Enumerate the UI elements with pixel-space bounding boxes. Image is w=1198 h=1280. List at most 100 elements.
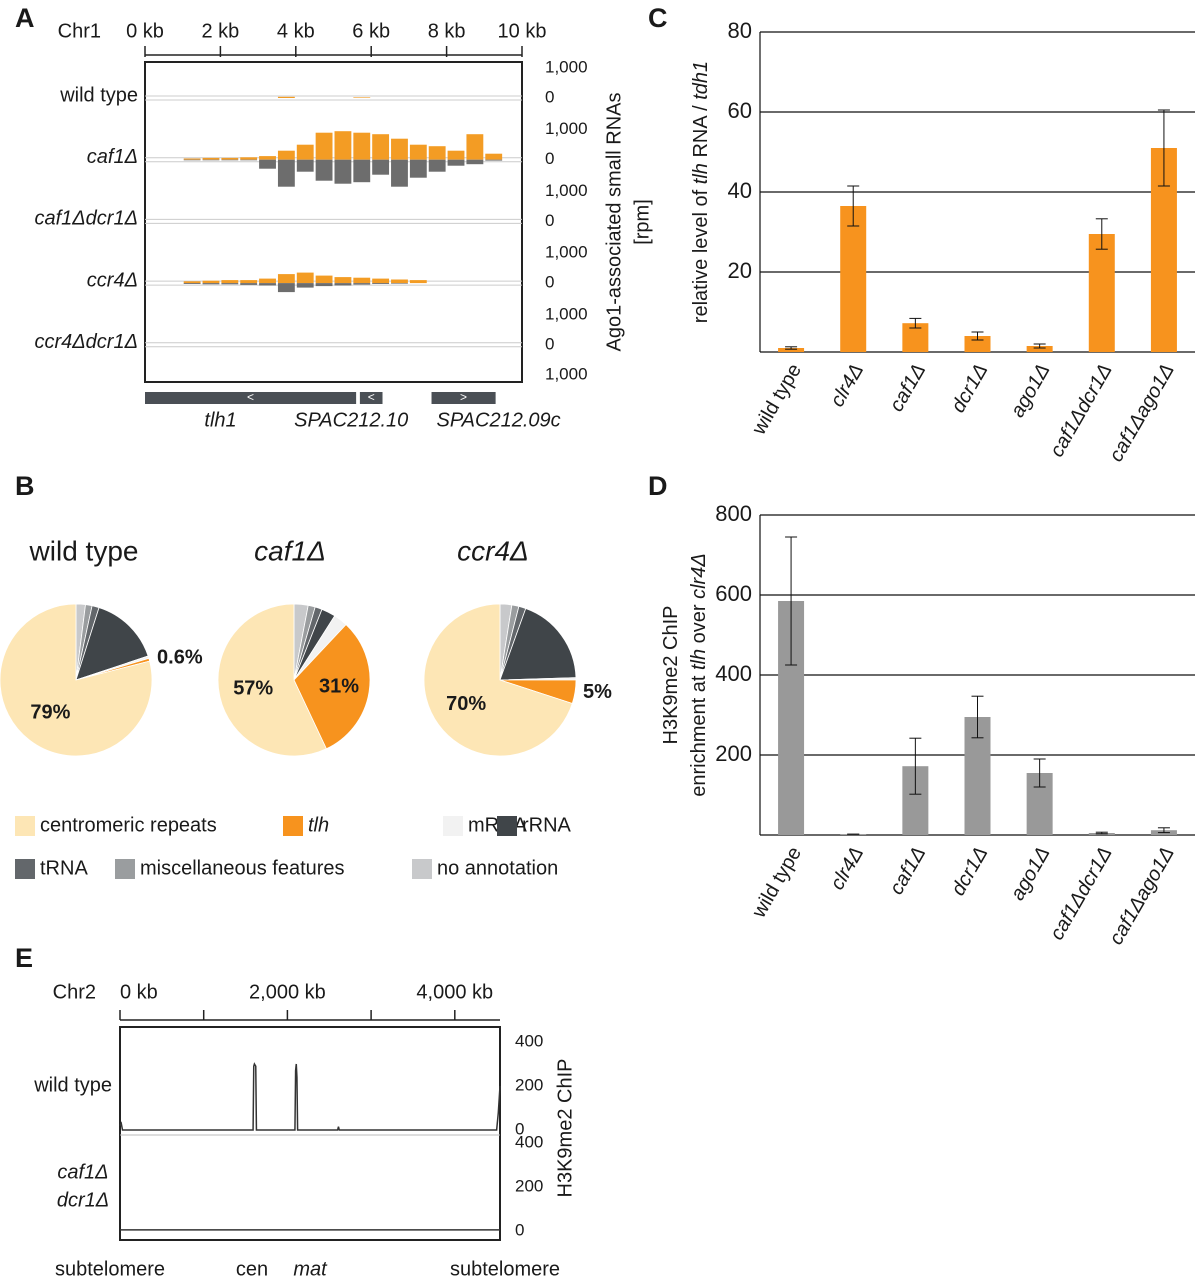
plus-signal <box>372 134 390 160</box>
legend-label: rRNA <box>522 814 572 836</box>
plus-signal <box>240 280 258 284</box>
plus-signal <box>202 157 220 160</box>
plus-signal <box>277 96 295 98</box>
signal-line <box>119 1062 501 1131</box>
y-tick-label: 0 <box>545 334 554 353</box>
legend-label: tRNA <box>40 857 88 879</box>
y-tick-label: 80 <box>728 18 752 43</box>
y-axis-title-part: over <box>688 599 710 649</box>
x-tick-label: dcr1Δ <box>947 843 992 899</box>
y-axis-title-part: enrichment at <box>688 670 710 797</box>
legend-label: tlh <box>308 814 329 836</box>
y-tick-label: 0 <box>545 87 554 106</box>
gene-label: tlh1 <box>204 409 236 431</box>
landmark-label: subtelomere <box>450 1258 560 1280</box>
track-label: wild type <box>59 84 138 106</box>
y-tick-label: 60 <box>728 98 752 123</box>
minus-signal <box>240 159 258 161</box>
x-tick-label: 0 kb <box>120 981 158 1003</box>
y-tick-label: 200 <box>515 1176 543 1195</box>
plus-signal <box>353 132 371 160</box>
plus-signal <box>277 150 295 160</box>
y-axis-title-part: RNA / <box>690 100 712 163</box>
x-tick-label: caf1Δago1Δ <box>1105 843 1179 949</box>
track-label: dcr1Δ <box>57 1189 109 1211</box>
track-label: caf1Δdcr1Δ <box>34 208 138 230</box>
x-tick-label: caf1Δdcr1Δ <box>1046 360 1117 461</box>
x-tick-label: clr4Δ <box>826 360 868 411</box>
plot-frame <box>144 61 523 383</box>
y-axis-title: H3K9me2 ChIP <box>660 606 682 745</box>
panel-label: D <box>648 471 668 501</box>
legend-swatch <box>443 816 463 836</box>
track-label: wild type <box>33 1074 112 1096</box>
minus-signal <box>391 159 408 187</box>
pie-title: caf1Δ <box>254 535 326 566</box>
minus-signal <box>409 159 427 178</box>
chromosome-label: Chr2 <box>53 981 96 1003</box>
x-tick-label: 4,000 kb <box>416 981 493 1003</box>
x-tick-label: caf1Δago1Δ <box>1105 360 1179 466</box>
plus-signal <box>296 272 314 284</box>
y-axis-title-part: clr4Δ <box>688 553 710 599</box>
minus-signal <box>240 283 258 285</box>
y-axis-title: [rpm] <box>631 199 653 245</box>
minus-signal <box>183 283 201 284</box>
gene-strand: < <box>247 390 254 404</box>
x-tick-label: dcr1Δ <box>947 360 992 416</box>
y-tick-label: 0 <box>545 211 554 230</box>
x-tick-label: 2,000 kb <box>249 981 326 1003</box>
minus-signal <box>334 283 352 286</box>
plus-signal <box>391 279 408 284</box>
x-tick-label: caf1Δ <box>886 360 931 415</box>
pie-value-label: 57% <box>233 677 273 699</box>
panel-label: E <box>15 943 33 973</box>
minus-signal <box>315 159 333 181</box>
bar <box>840 206 867 352</box>
error-bar <box>971 695 984 739</box>
y-axis-title: H3K9me2 ChIP <box>554 1059 576 1198</box>
legend-swatch <box>115 859 135 879</box>
y-tick-label: 0 <box>515 1119 524 1138</box>
y-tick-label: 1,000 <box>545 304 588 323</box>
y-tick-label: 40 <box>728 178 752 203</box>
y-axis-title: Ago1-associated small RNAs <box>603 93 625 352</box>
pie-slice <box>423 603 573 757</box>
plus-signal <box>409 280 427 284</box>
minus-signal <box>296 159 314 172</box>
gene-strand: > <box>460 390 467 404</box>
error-bar <box>971 331 984 341</box>
gene <box>145 392 357 404</box>
minus-signal <box>202 283 220 285</box>
y-axis-title-part: tlh <box>688 649 710 670</box>
gene-strand: < <box>368 390 375 404</box>
minus-signal <box>221 159 239 161</box>
landmark-label: cen <box>236 1258 268 1280</box>
y-tick-label: 20 <box>728 258 752 283</box>
x-tick-label: wild type <box>748 843 806 922</box>
minus-signal <box>372 283 390 284</box>
panel-label: A <box>15 3 35 33</box>
plus-signal <box>296 144 314 160</box>
y-tick-label: 1,000 <box>545 364 588 383</box>
landmark-label: subtelomere <box>55 1258 165 1280</box>
panel-label: C <box>648 3 668 33</box>
plus-signal <box>334 131 352 160</box>
error-bar <box>1157 109 1170 187</box>
gene-label: SPAC212.10 <box>294 409 408 431</box>
plus-signal <box>447 150 465 160</box>
plus-signal <box>334 277 352 284</box>
y-axis-title-part: H3K9me2 ChIP <box>660 606 682 745</box>
minus-signal <box>485 159 503 161</box>
plus-signal <box>183 281 201 284</box>
legend-swatch <box>283 816 303 836</box>
pie-slice <box>499 607 577 681</box>
minus-signal <box>428 159 446 172</box>
pie-value-label: 70% <box>446 693 486 715</box>
x-tick-label: 2 kb <box>201 20 239 42</box>
legend-label: miscellaneous features <box>140 857 345 879</box>
plus-signal <box>277 274 295 284</box>
y-axis-title-part: relative level of <box>690 184 712 323</box>
plus-signal <box>259 278 276 284</box>
chromosome-label: Chr1 <box>58 20 101 42</box>
